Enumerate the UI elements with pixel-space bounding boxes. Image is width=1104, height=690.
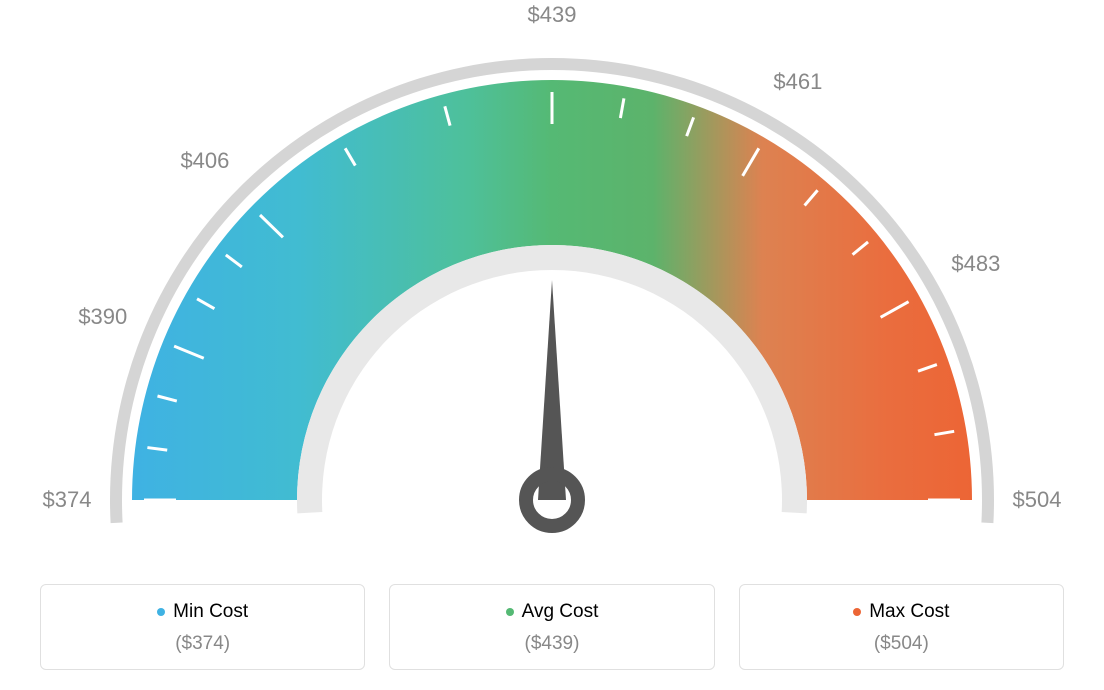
gauge-svg <box>0 0 1104 560</box>
legend-max-label: Max Cost <box>869 601 949 623</box>
legend-avg-title: Avg Cost <box>506 601 599 623</box>
legend-card-avg: Avg Cost ($439) <box>389 584 714 670</box>
legend-card-min: Min Cost ($374) <box>40 584 365 670</box>
legend-min-value: ($374) <box>41 633 364 655</box>
legend-min-label: Min Cost <box>173 601 248 623</box>
gauge-tick-label: $374 <box>43 487 92 513</box>
gauge-tick-label: $390 <box>78 304 127 330</box>
legend-row: Min Cost ($374) Avg Cost ($439) Max Cost… <box>0 584 1104 670</box>
legend-card-max: Max Cost ($504) <box>739 584 1064 670</box>
gauge-tick-label: $439 <box>528 2 577 28</box>
dot-icon <box>157 608 165 616</box>
gauge-tick-label: $483 <box>951 251 1000 277</box>
legend-avg-value: ($439) <box>390 633 713 655</box>
legend-avg-label: Avg Cost <box>522 601 599 623</box>
cost-gauge: $374 $390 $406 $439 $461 $483 $504 <box>0 0 1104 560</box>
gauge-tick-label: $406 <box>180 148 229 174</box>
legend-max-title: Max Cost <box>853 601 949 623</box>
legend-min-title: Min Cost <box>157 601 248 623</box>
dot-icon <box>853 608 861 616</box>
legend-max-value: ($504) <box>740 633 1063 655</box>
gauge-tick-label: $504 <box>1013 487 1062 513</box>
dot-icon <box>506 608 514 616</box>
gauge-tick-label: $461 <box>773 69 822 95</box>
